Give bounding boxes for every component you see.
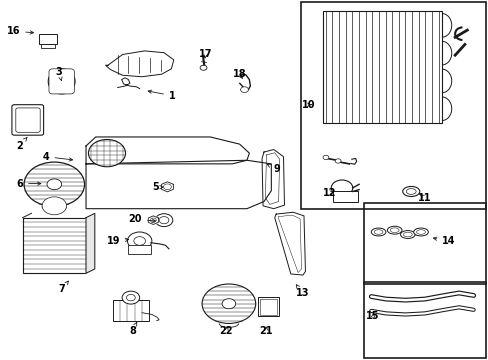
Ellipse shape: [52, 72, 71, 91]
Circle shape: [47, 179, 61, 190]
Bar: [113, 300, 149, 320]
Bar: [39, 35, 57, 44]
Text: 3: 3: [56, 67, 62, 81]
Circle shape: [200, 65, 206, 70]
Text: 9: 9: [267, 164, 280, 174]
Ellipse shape: [413, 228, 427, 236]
Text: 2: 2: [16, 137, 27, 151]
Text: 10: 10: [302, 100, 315, 110]
Circle shape: [222, 299, 235, 309]
Circle shape: [134, 237, 145, 245]
Ellipse shape: [386, 226, 401, 234]
Circle shape: [150, 218, 156, 222]
Text: 18: 18: [232, 69, 246, 79]
FancyBboxPatch shape: [16, 108, 40, 132]
Bar: [300, 3, 485, 209]
Text: 6: 6: [16, 179, 41, 189]
Circle shape: [24, 162, 84, 207]
Text: 21: 21: [259, 325, 273, 336]
Circle shape: [334, 159, 340, 163]
Text: 12: 12: [322, 188, 335, 198]
Bar: [22, 218, 86, 273]
Circle shape: [240, 87, 248, 93]
Text: 5: 5: [152, 182, 163, 192]
Text: 17: 17: [198, 49, 212, 59]
Circle shape: [202, 284, 255, 323]
Polygon shape: [86, 137, 249, 164]
Polygon shape: [148, 216, 158, 225]
Bar: [363, 282, 485, 357]
Ellipse shape: [403, 232, 411, 237]
Ellipse shape: [370, 228, 385, 236]
Circle shape: [159, 217, 168, 224]
Text: 14: 14: [432, 236, 454, 246]
Bar: [363, 203, 485, 284]
Polygon shape: [86, 213, 95, 273]
Text: 11: 11: [417, 193, 431, 203]
FancyBboxPatch shape: [12, 105, 43, 135]
Text: 13: 13: [295, 285, 308, 298]
Circle shape: [126, 294, 135, 301]
Bar: [332, 191, 357, 202]
Text: 7: 7: [58, 281, 68, 294]
FancyBboxPatch shape: [49, 69, 74, 94]
Polygon shape: [262, 149, 284, 209]
Bar: [128, 244, 151, 253]
Bar: [260, 299, 276, 315]
Text: 8: 8: [129, 323, 137, 336]
Ellipse shape: [416, 230, 425, 234]
Circle shape: [122, 291, 140, 304]
Polygon shape: [118, 78, 140, 89]
Text: 1: 1: [148, 90, 175, 101]
Polygon shape: [274, 212, 305, 275]
Circle shape: [330, 180, 352, 196]
Polygon shape: [105, 51, 173, 77]
Ellipse shape: [373, 230, 382, 234]
Ellipse shape: [48, 69, 75, 94]
Bar: [322, 12, 441, 123]
Text: 15: 15: [366, 311, 379, 321]
Polygon shape: [161, 182, 173, 192]
Ellipse shape: [402, 186, 419, 197]
Circle shape: [88, 139, 125, 167]
Circle shape: [127, 232, 152, 250]
Text: 20: 20: [128, 215, 155, 224]
Text: 22: 22: [219, 325, 233, 336]
Circle shape: [163, 184, 171, 190]
Ellipse shape: [406, 189, 415, 194]
Circle shape: [42, 197, 66, 215]
Circle shape: [323, 155, 328, 159]
Bar: [41, 44, 55, 48]
Ellipse shape: [389, 228, 398, 233]
Bar: [258, 297, 278, 316]
Text: 4: 4: [42, 152, 72, 162]
Circle shape: [155, 214, 172, 226]
Text: 16: 16: [7, 26, 34, 36]
Ellipse shape: [400, 230, 414, 238]
Text: 19: 19: [106, 236, 128, 246]
Polygon shape: [86, 160, 271, 209]
